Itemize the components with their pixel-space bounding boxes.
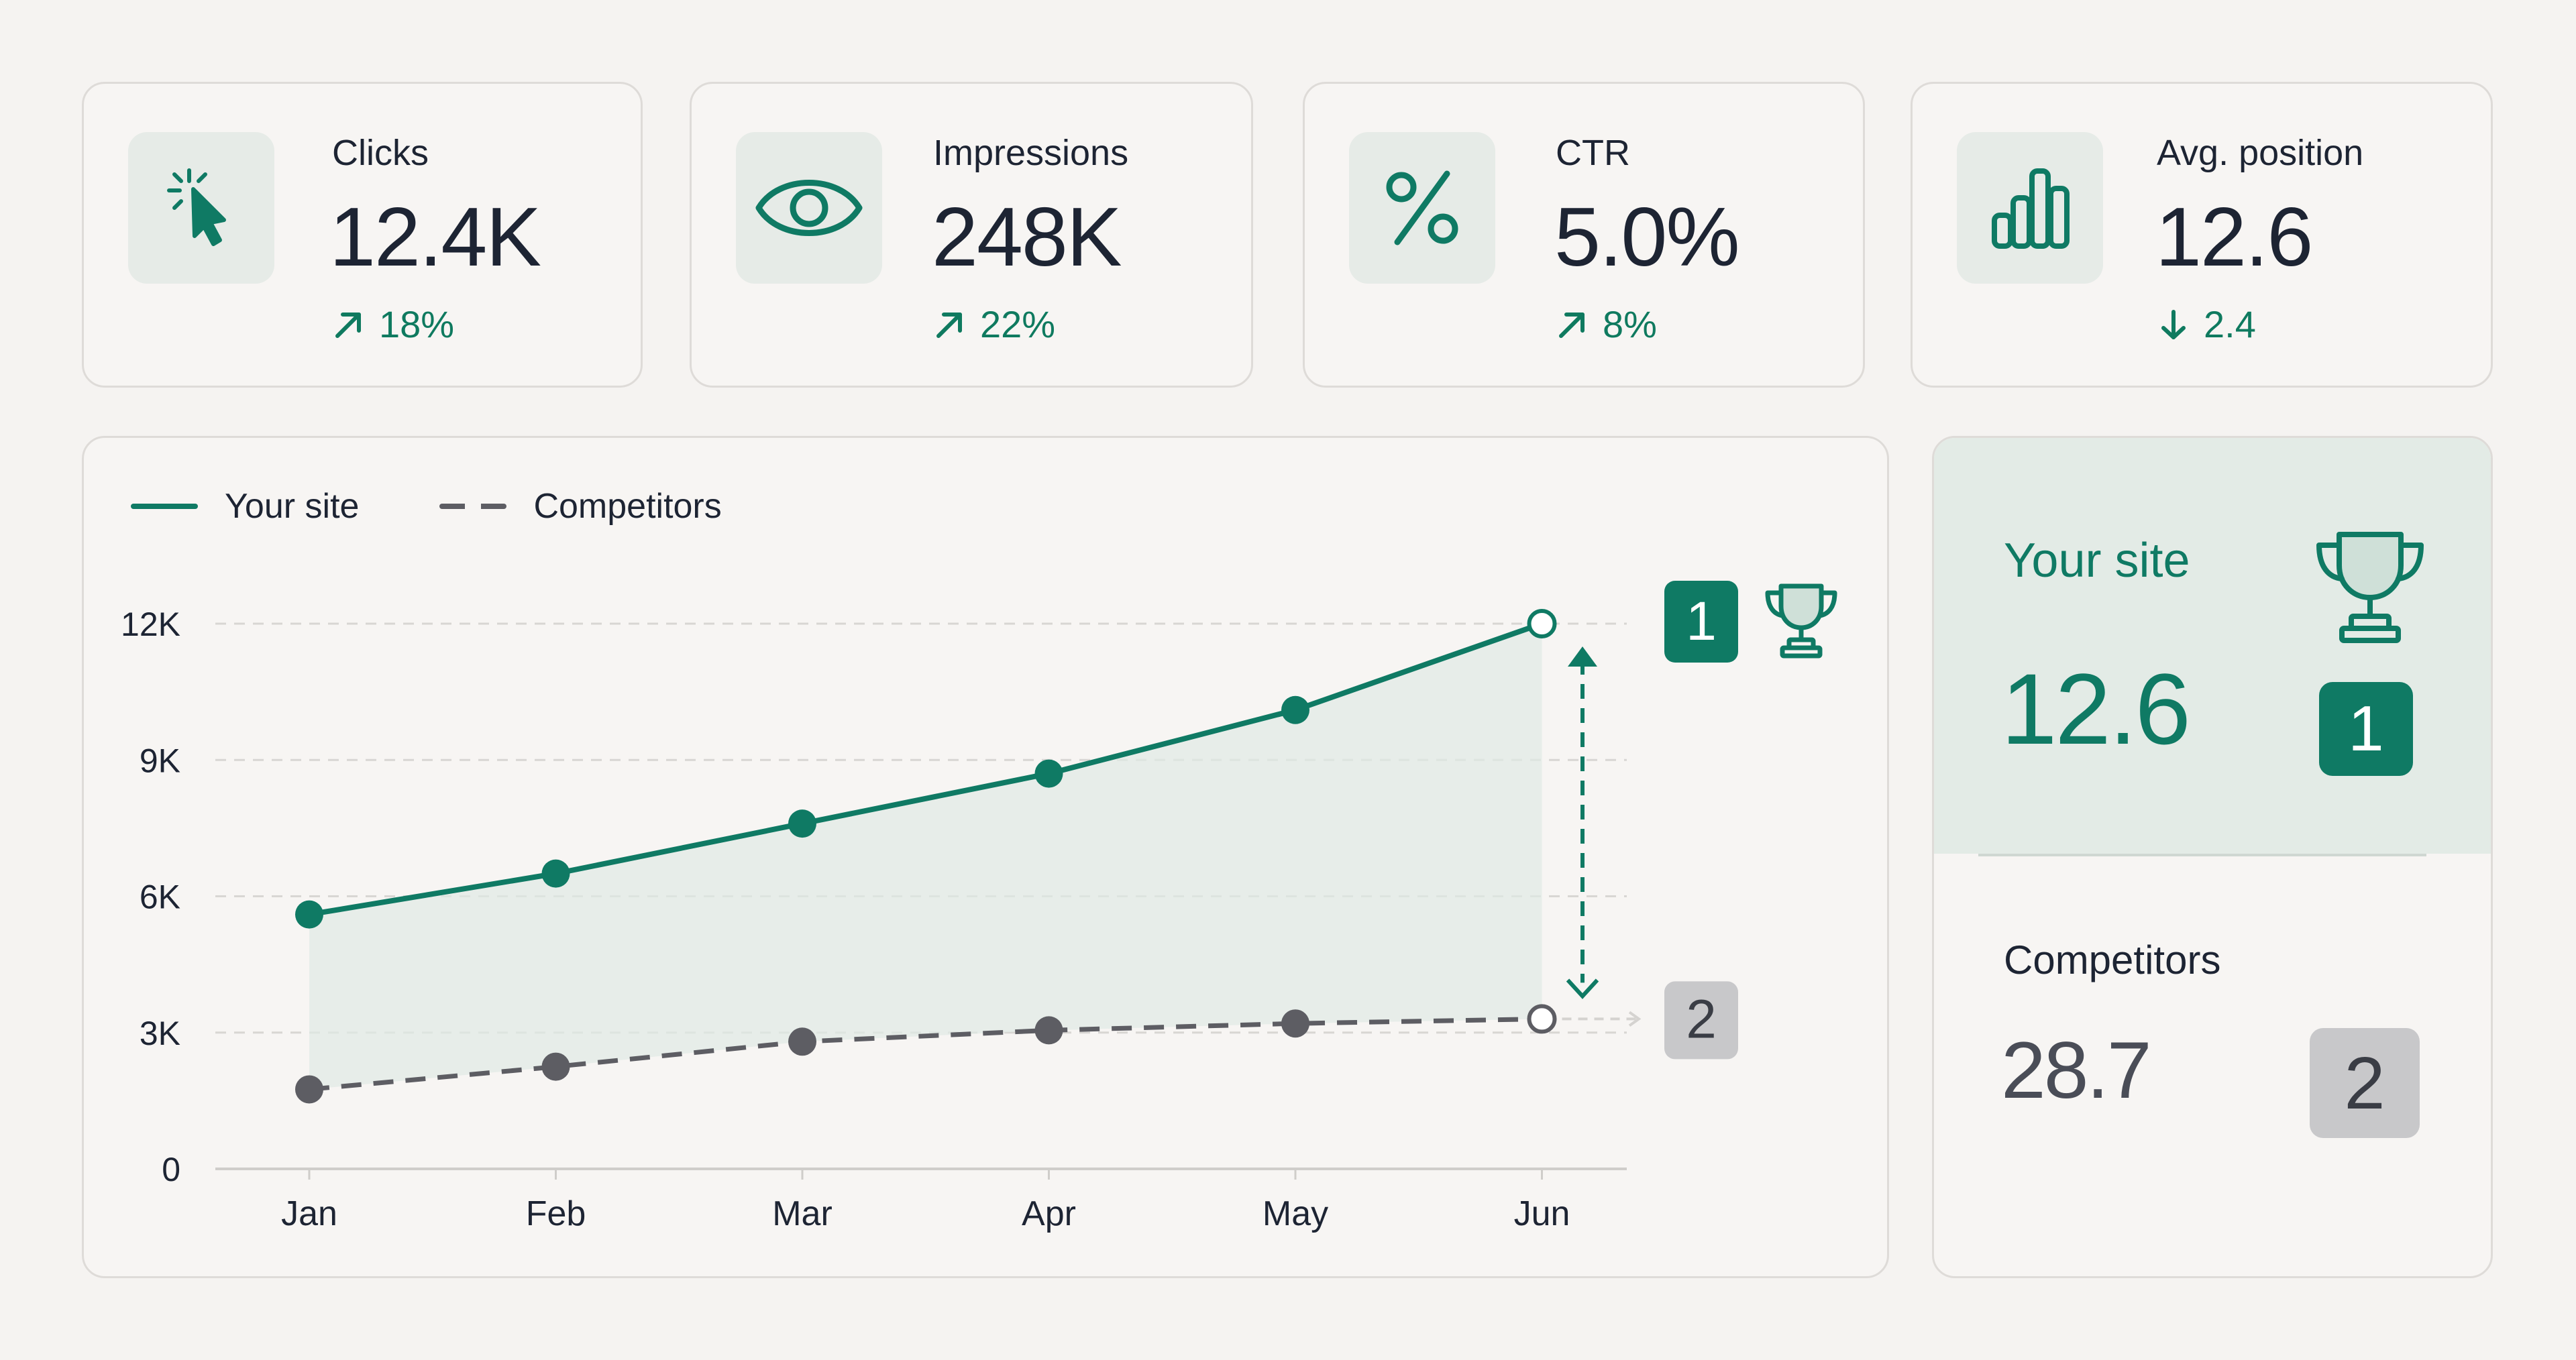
kpi-delta: 2.4 [2157, 302, 2256, 346]
arrow-down-icon [2161, 309, 2186, 339]
kpi-delta: 8% [1556, 302, 1657, 346]
summary-competitors-value: 28.7 [2001, 1025, 2152, 1115]
legend-swatch-your-site [131, 504, 198, 509]
kpi-delta: 18% [332, 302, 454, 346]
gap-arrow-head-bottom [1566, 978, 1599, 999]
kpi-card-ctr[interactable]: CTR 5.0% 8% [1303, 82, 1865, 388]
icon-tile [1349, 132, 1495, 284]
data-point-competitors [541, 1052, 570, 1081]
x-tick-label: Jun [1514, 1194, 1570, 1233]
data-point-competitors [1527, 1004, 1557, 1034]
summary-divider [1978, 854, 2426, 856]
summary-card: Your site 12.6 1 Competitors 28.7 2 [1932, 436, 2493, 1278]
kpi-value: 5.0% [1554, 191, 1740, 284]
kpi-value: 248K [932, 191, 1122, 284]
data-point-competitors [1281, 1009, 1309, 1038]
eye-icon [755, 180, 863, 236]
kpi-label: Impressions [933, 133, 1129, 173]
summary-your-site-label: Your site [2004, 534, 2190, 587]
gap-area [309, 624, 1542, 1090]
data-point-your-site [1281, 695, 1309, 724]
summary-your-site-value: 12.6 [2001, 653, 2191, 765]
kpi-label: Clicks [332, 133, 429, 173]
line-chart: 0 3K 6K 9K 12K Jan Feb Mar Apr May Jun 1 2 [121, 581, 1837, 1233]
kpi-delta-value: 22% [980, 303, 1056, 345]
leader-arrow [1628, 1011, 1642, 1027]
rank-label-competitors: 2 [1686, 988, 1717, 1050]
rank-badge-chart-your-site [1664, 581, 1738, 663]
rank-badge-chart-competitors [1664, 981, 1738, 1060]
rank-label-your-site: 1 [1686, 591, 1717, 652]
data-point-your-site [541, 859, 570, 888]
y-tick-label: 6K [140, 879, 180, 916]
kpi-value: 12.6 [2155, 191, 2313, 284]
rank-badge-your-site: 1 [2319, 682, 2413, 776]
kpi-label: CTR [1556, 133, 1630, 173]
kpi-delta-value: 8% [1603, 303, 1657, 345]
cursor-click-icon [167, 168, 226, 246]
data-point-your-site [788, 809, 816, 838]
data-point-your-site [295, 900, 323, 929]
legend-label-competitors: Competitors [533, 487, 722, 526]
kpi-value: 12.4K [329, 191, 541, 284]
trophy-icon [1765, 583, 1837, 659]
legend-swatch-competitors [439, 504, 507, 509]
x-tick-label: Feb [526, 1194, 586, 1233]
data-point-your-site [1034, 759, 1063, 788]
x-tick-label: Apr [1022, 1194, 1076, 1233]
rank-badge-competitors: 2 [2310, 1028, 2420, 1138]
chart-legend: Your site Competitors [131, 486, 722, 526]
kpi-delta: 22% [933, 302, 1055, 346]
data-point-competitors [295, 1075, 323, 1104]
x-tick-label: Mar [772, 1194, 833, 1233]
kpi-card-avg-position[interactable]: Avg. position 12.6 2.4 [1911, 82, 2493, 388]
kpi-delta-value: 18% [379, 303, 455, 345]
arrow-up-right-icon [936, 312, 962, 338]
arrow-up-right-icon [335, 312, 361, 338]
y-tick-label: 0 [162, 1151, 180, 1188]
x-tick-label: Jan [281, 1194, 337, 1233]
y-tick-label: 12K [121, 606, 180, 643]
series-line-your-site [309, 621, 1543, 917]
y-tick-label: 9K [140, 742, 180, 779]
data-point-your-site [1527, 609, 1557, 638]
icon-tile [736, 132, 882, 284]
chart-card: Your site Competitors 0 3K 6K 9K 12K Jan Feb Ma… [82, 436, 1889, 1278]
gap-arrow-head-top [1568, 646, 1597, 667]
kpi-card-clicks[interactable]: Clicks 12.4K 18% [82, 82, 643, 388]
legend-label-your-site: Your site [225, 487, 360, 526]
summary-competitors-label: Competitors [2004, 938, 2221, 982]
bar-chart-icon [1992, 168, 2070, 249]
x-tick-label: May [1263, 1194, 1328, 1233]
arrow-up-right-icon [1559, 312, 1585, 338]
kpi-label: Avg. position [2157, 133, 2364, 173]
kpi-delta-value: 2.4 [2204, 303, 2256, 345]
percent-icon [1386, 170, 1458, 245]
icon-tile [1957, 132, 2103, 284]
icon-tile [128, 132, 274, 284]
data-point-competitors [788, 1027, 816, 1056]
summary-highlight [1934, 438, 2491, 854]
series-line-competitors [309, 1016, 1542, 1092]
data-point-competitors [1034, 1016, 1063, 1045]
trophy-icon [2316, 532, 2424, 643]
y-tick-label: 3K [140, 1015, 180, 1052]
kpi-card-impressions[interactable]: Impressions 248K 22% [690, 82, 1253, 388]
